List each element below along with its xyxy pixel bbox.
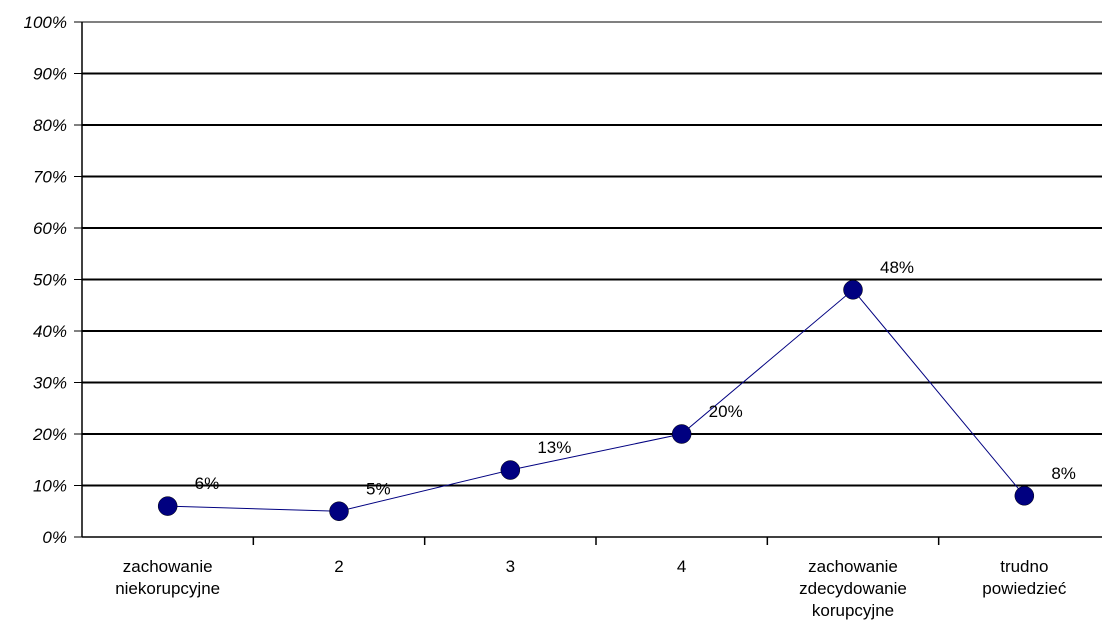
y-tick-label: 80% xyxy=(33,116,67,135)
x-category-label: 4 xyxy=(677,557,686,576)
data-label: 20% xyxy=(709,402,743,421)
series-line xyxy=(167,289,1025,512)
y-tick-label: 70% xyxy=(33,168,67,187)
y-tick-label: 30% xyxy=(33,374,67,393)
x-category-labels: zachowanie niekorupcyjne 2 3 4 zachowanie zdec… xyxy=(115,557,1067,620)
y-tick-label: 20% xyxy=(32,425,67,444)
x-category-label: zachowanie zdecydowanie korupcyjne xyxy=(799,557,907,620)
data-label: 6% xyxy=(195,474,220,493)
y-tick-label: 10% xyxy=(33,477,67,496)
axes xyxy=(74,21,1102,545)
data-label: 8% xyxy=(1051,464,1076,483)
x-category-label: zachowanie niekorupcyjne xyxy=(115,557,220,598)
data-point xyxy=(1014,486,1035,506)
gridlines xyxy=(82,21,1102,487)
x-category-label: trudno powiedzieć xyxy=(982,557,1067,598)
y-tick-labels: 0% 10% 20% 30% 40% 50% 60% 70% 80% 90% 100% xyxy=(24,13,67,547)
data-label: 13% xyxy=(537,438,571,457)
data-point xyxy=(500,460,521,480)
y-tick-label: 60% xyxy=(33,219,67,238)
series xyxy=(157,280,1035,521)
x-category-label: 2 xyxy=(334,557,343,576)
data-point xyxy=(843,280,863,300)
y-tick-label: 50% xyxy=(33,271,67,290)
data-point xyxy=(671,424,692,444)
y-tick-label: 100% xyxy=(24,13,67,32)
data-label: 48% xyxy=(880,258,914,277)
x-category-label: 3 xyxy=(506,557,515,576)
data-point xyxy=(329,501,349,521)
data-labels: 6% 5% 13% 20% 48% 8% xyxy=(195,258,1076,498)
y-tick-label: 0% xyxy=(42,528,67,547)
y-tick-label: 90% xyxy=(33,65,67,84)
data-label: 5% xyxy=(366,479,391,498)
data-point xyxy=(157,496,178,516)
y-tick-label: 40% xyxy=(33,322,67,341)
